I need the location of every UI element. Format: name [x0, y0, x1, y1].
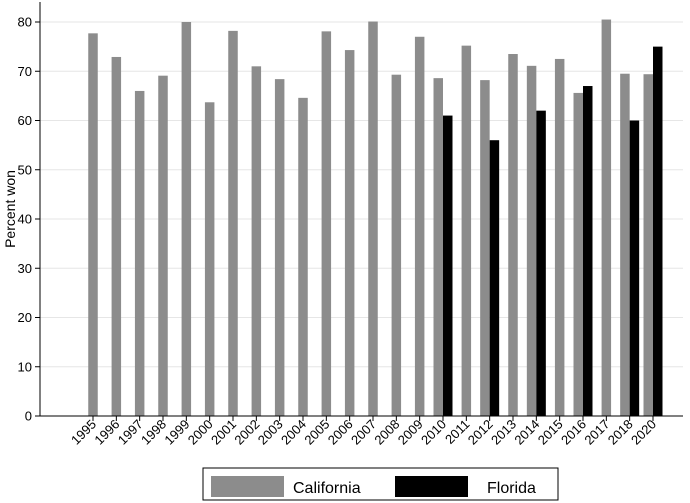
y-tick-label: 60 [18, 113, 32, 128]
bar-florida-2010 [443, 115, 453, 416]
x-tick-label: 2006 [325, 417, 356, 448]
bar-california-2006 [344, 50, 355, 416]
x-tick-label: 2007 [348, 417, 379, 448]
bar-california-1995 [88, 33, 98, 416]
bar-california-2014 [526, 65, 537, 417]
x-tick-label: 2003 [255, 417, 286, 448]
x-tick-label: 1995 [68, 417, 99, 448]
legend-swatch-florida [395, 476, 468, 497]
x-tick-label: 2012 [465, 417, 496, 448]
bar-california-2015 [554, 58, 565, 416]
bar-california-1998 [158, 75, 168, 417]
x-tick-label: 2020 [628, 417, 659, 448]
x-tick-label: 2016 [558, 417, 589, 448]
y-tick-label: 20 [18, 310, 32, 325]
x-tick-label: 2004 [278, 417, 309, 448]
bar-california-2016 [573, 92, 583, 417]
bar-california-2003 [274, 79, 285, 416]
bar-florida-2016 [583, 86, 593, 417]
x-tick-label: 2017 [581, 417, 612, 448]
legend-label-florida: Florida [487, 480, 536, 497]
bar-california-2020 [643, 74, 653, 416]
bar-california-2007 [368, 21, 378, 416]
y-tick-label: 50 [18, 162, 32, 177]
bar-california-2011 [461, 45, 472, 416]
bar-california-2018 [620, 73, 630, 417]
y-tick-label: 80 [18, 15, 32, 30]
x-tick-label: 2009 [395, 417, 426, 448]
bar-california-2017 [601, 19, 612, 416]
bar-california-2000 [204, 102, 215, 416]
legend-swatch-california [211, 476, 284, 497]
x-tick-label: 2015 [535, 417, 566, 448]
bar-california-2012 [480, 80, 490, 417]
y-tick-label: 70 [18, 64, 32, 79]
x-tick-label: 2001 [208, 417, 239, 448]
bar-california-2013 [508, 54, 518, 416]
x-axis-ticks: 1995199619971998199920002001200220032004… [68, 416, 659, 448]
bar-california-2002 [251, 66, 262, 416]
bar-california-1996 [111, 56, 122, 416]
y-tick-label: 30 [18, 261, 32, 276]
gridlines [40, 21, 683, 368]
bar-florida-2014 [536, 110, 546, 417]
x-tick-label: 2005 [301, 417, 332, 448]
bar-florida-2012 [489, 140, 500, 416]
bar-california-1997 [134, 90, 145, 416]
y-axis-title: Percent won [2, 170, 18, 248]
x-tick-label: 1998 [138, 417, 169, 448]
bar-california-2004 [298, 97, 308, 416]
bar-florida-2018 [629, 120, 640, 416]
bar-california-2001 [228, 30, 238, 417]
x-tick-label: 1996 [91, 417, 122, 448]
bar-california-2005 [321, 31, 332, 416]
y-tick-label: 10 [18, 359, 32, 374]
y-tick-label: 40 [18, 212, 32, 227]
x-tick-label: 2010 [418, 417, 449, 448]
x-tick-label: 2008 [371, 417, 402, 448]
bar-california-2009 [414, 36, 425, 417]
x-tick-label: 2018 [605, 417, 636, 448]
bar-california-1999 [181, 22, 192, 416]
bar-california-2010 [433, 78, 443, 417]
bar-florida-2020 [653, 46, 663, 416]
y-axis-ticks: 0 10 20 30 40 50 60 70 80 [18, 15, 40, 424]
x-tick-label: 2011 [442, 417, 472, 447]
x-tick-label: 1997 [115, 417, 146, 448]
bar-california-2008 [391, 74, 402, 416]
y-tick-label: 0 [25, 409, 32, 424]
x-tick-label: 2002 [231, 417, 262, 448]
x-tick-label: 2013 [488, 417, 519, 448]
legend: California Florida [202, 467, 559, 501]
x-tick-label: 1999 [161, 417, 192, 448]
bars [88, 19, 663, 417]
x-tick-label: 2014 [511, 417, 542, 448]
x-tick-label: 2000 [185, 417, 216, 448]
legend-label-california: California [293, 480, 361, 497]
